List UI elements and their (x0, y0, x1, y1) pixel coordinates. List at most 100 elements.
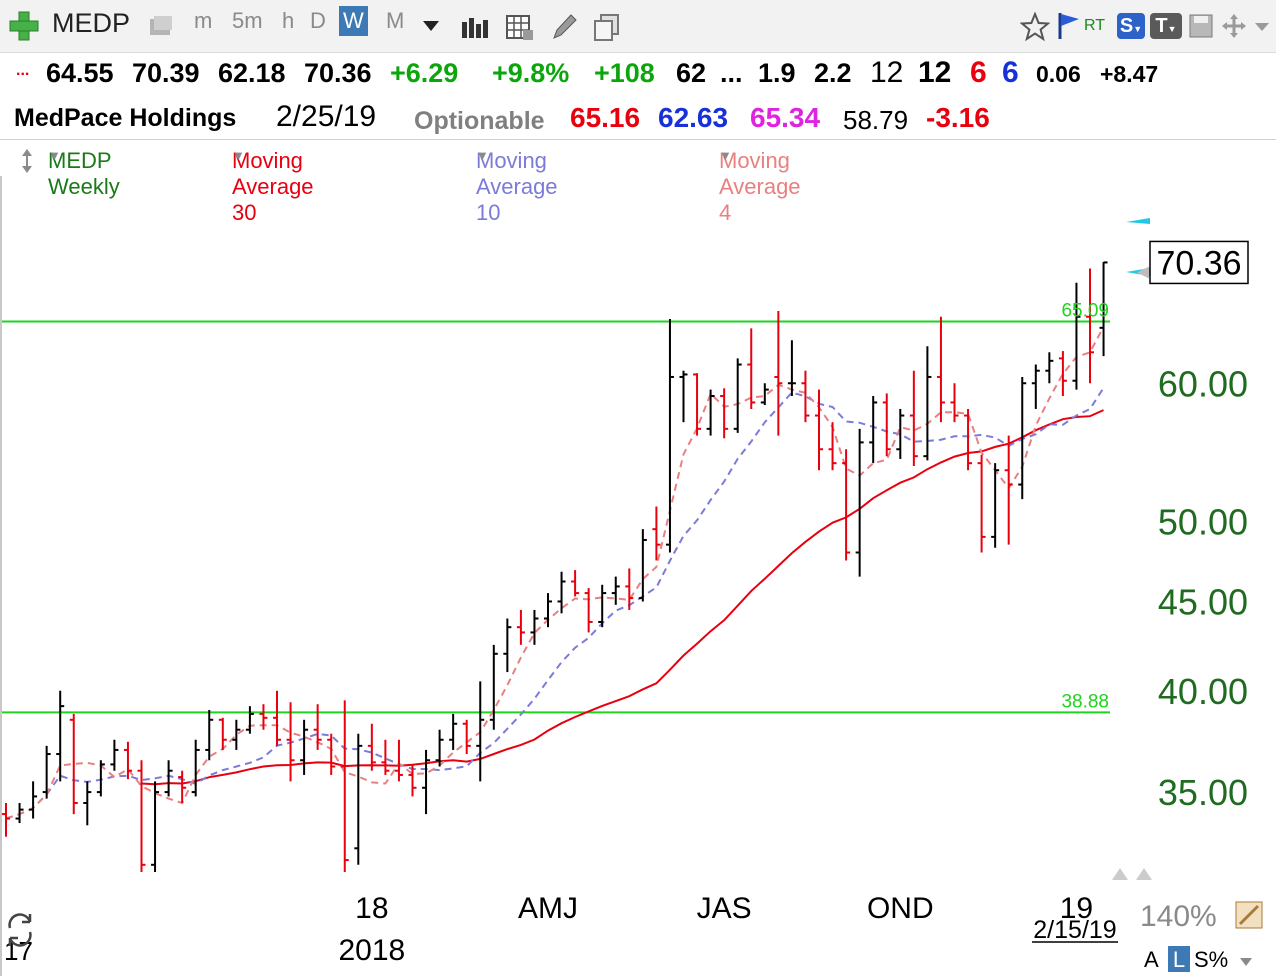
price-bar-78 (1058, 351, 1067, 397)
price-bar-70 (950, 383, 959, 423)
price-bar-7 (96, 760, 105, 797)
refresh-icon-lower (8, 931, 32, 947)
price-bar-36 (489, 644, 498, 730)
rt-badge[interactable]: RT (1084, 17, 1106, 34)
price-bar-76 (1031, 364, 1040, 409)
horizontal-line-label-0: 65.09 (1061, 300, 1109, 321)
price-bar-14 (191, 739, 200, 797)
price-bar-71 (964, 408, 973, 471)
y-axis-label-3: 50.00 (1158, 502, 1248, 543)
price-bar-51 (693, 373, 702, 436)
add-symbol-icon[interactable] (8, 10, 40, 42)
price-bar-68 (923, 346, 932, 461)
pencil-icon[interactable] (550, 12, 578, 42)
price-bar-41 (557, 571, 566, 614)
last-price-box (1149, 240, 1249, 285)
price-bar-77 (1045, 352, 1054, 384)
price-bar-43 (584, 588, 593, 633)
info-neg-change: -3.16 (926, 102, 990, 133)
change-value: +6.29 (390, 58, 459, 88)
price-bar-25 (340, 700, 349, 872)
save-icon[interactable] (1188, 13, 1214, 39)
price-bar-18 (245, 706, 254, 734)
price-bar-73 (991, 463, 1000, 548)
info-58-79: 58.79 (843, 105, 909, 135)
price-bar-30 (408, 764, 417, 797)
info-ma10-value: 62.63 (658, 102, 729, 133)
price-bar-3 (42, 745, 51, 799)
timeframe-d-button[interactable]: D (310, 8, 326, 33)
last-price-label: 70.36 (1156, 244, 1241, 282)
info-date: 2/25/19 (276, 100, 377, 133)
bottom-l-badge (1168, 946, 1190, 972)
price-bar-31 (422, 749, 431, 815)
price-bar-42 (571, 570, 580, 597)
price-bar-13 (178, 770, 187, 803)
high-value: 70.39 (132, 58, 200, 88)
price-bar-74 (1004, 435, 1013, 545)
bar-chart-icon[interactable] (460, 14, 490, 40)
y-axis-label-0: 35.00 (1158, 772, 1248, 813)
flag-icon[interactable] (1055, 10, 1085, 42)
timeframe-5m-button[interactable]: 5m (232, 8, 263, 33)
scroll-up-arrow (1112, 868, 1128, 880)
price-bar-0 (2, 802, 10, 837)
price-bar-72 (977, 454, 986, 553)
price-bar-4 (56, 690, 65, 782)
ruler-icon-line (1238, 904, 1260, 926)
header-divider (0, 139, 1276, 140)
timeframe-m-button[interactable]: m (194, 8, 213, 33)
quote-dots: ... (16, 62, 30, 79)
sort-arrows-icon[interactable] (20, 148, 34, 174)
price-bar-22 (300, 719, 309, 775)
price-bar-19 (259, 704, 268, 730)
price-chart[interactable]: 65.09 38.88 35.00 40.00 45.00 50.00 60.00 70.36… (0, 176, 1276, 976)
ma4-line (5, 326, 1105, 820)
star-icon[interactable] (1020, 12, 1050, 42)
s-badge[interactable]: S▼ (1117, 13, 1145, 39)
copy-icon[interactable] (592, 12, 622, 42)
symbol-input[interactable]: MEDP (52, 8, 131, 38)
last-price-pointer (1137, 266, 1149, 279)
timeframe-h-button[interactable]: h (282, 8, 295, 33)
optionable-label: Optionable (414, 107, 545, 135)
price-bar-65 (882, 393, 891, 457)
price-bar-61 (828, 422, 837, 471)
chart-legend: MEDP Weekly ▼ Moving Average 30 ▼ Moving… (0, 148, 1276, 225)
price-bar-1 (15, 802, 24, 824)
info-ma4-value: 65.34 (750, 102, 821, 133)
price-bar-2 (29, 781, 38, 819)
date-label: 2/15/19 (1033, 916, 1116, 944)
price-bar-11 (151, 781, 160, 872)
price-bar-55 (747, 328, 756, 409)
menu-dropdown-icon[interactable] (1254, 22, 1270, 32)
price-bar-69 (936, 316, 945, 423)
calendar-icon[interactable] (505, 12, 535, 42)
quote-12-light: 12 (870, 56, 904, 89)
price-bar-38 (516, 609, 525, 645)
price-bar-39 (530, 609, 539, 645)
price-bar-40 (544, 593, 552, 628)
price-bar-37 (503, 618, 512, 673)
price-bar-79 (1072, 282, 1081, 390)
timeframe-w-button[interactable]: W (339, 6, 368, 36)
bottom-dropdown-arrow (1240, 958, 1252, 966)
symbol-list-icon[interactable] (147, 14, 177, 40)
t-badge[interactable]: T▼ (1150, 13, 1182, 39)
quote-2-2: 2.2 (814, 58, 852, 88)
y-axis-label-4: 60.00 (1158, 363, 1248, 404)
dropdown-icon[interactable] (422, 20, 440, 32)
price-bar-23 (313, 704, 322, 750)
company-name: MedPace Holdings (14, 104, 237, 132)
move-icon[interactable] (1220, 12, 1248, 40)
info-ma30-value: 65.16 (570, 102, 641, 133)
price-bar-63 (855, 428, 864, 577)
price-bar-57 (774, 310, 783, 436)
price-bar-59 (801, 370, 810, 423)
x-axis-label-1: AMJ (518, 892, 578, 925)
price-bar-28 (381, 739, 390, 775)
price-bar-53 (720, 388, 729, 439)
timeframe-m-monthly-button[interactable]: M (386, 8, 405, 33)
quote-1-9: 1.9 (758, 58, 796, 88)
info-row: MedPace Holdings 2/25/19 Optionable 65.1… (0, 100, 1276, 138)
